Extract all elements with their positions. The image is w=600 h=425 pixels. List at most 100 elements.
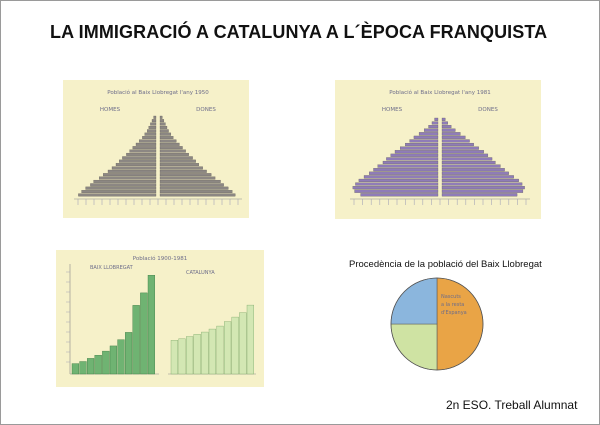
pyramid-bar-female [159, 186, 229, 190]
pyramid-bar-male [405, 142, 439, 147]
pyramid-bar-male [103, 173, 157, 177]
population-growth-chart: Població 1900-1981 BAIX LLOBREGAT CATALUNY… [56, 250, 264, 387]
growth-left-label: BAIX LLOBREGAT [90, 265, 134, 271]
pyramid-bar-female [441, 182, 523, 186]
pyramid-bar-female [441, 189, 524, 193]
pyramid-bar-female [159, 163, 199, 167]
pyramid-bar-female [159, 179, 221, 183]
pie-slice [390, 277, 438, 325]
pyramid-bar-female [159, 129, 169, 133]
growth-bar-catalunya [231, 316, 239, 375]
pie-annotation-line: a la resta [441, 302, 464, 308]
pyramid-bar-male [386, 157, 439, 161]
growth-bar-baix-llobregat [109, 345, 118, 375]
pyramid-bar-male [81, 190, 157, 194]
pyramid-bar-male [90, 183, 157, 187]
pyramid-bar-female [159, 169, 207, 173]
pyramid-bar-female [441, 142, 474, 147]
pyramid-bar-male [139, 139, 157, 143]
pyramid-heading: Població al Baix Llobregat l'any 1950 [107, 89, 209, 96]
growth-bar-catalunya [208, 328, 217, 375]
pyramid-bar-male [144, 132, 157, 136]
growth-figure: Població 1900-1981 BAIX LLOBREGAT CATALUNY… [66, 255, 256, 375]
pyramid-bar-male [418, 132, 439, 136]
pyramid-bar-female [159, 159, 196, 163]
pyramid-bar-male [142, 136, 157, 140]
pyramid-bar-male [354, 189, 439, 193]
pyramid-bar-male [126, 152, 157, 156]
growth-bar-baix-llobregat [124, 332, 133, 375]
growth-bar-catalunya [193, 334, 201, 375]
pyramid-bar-female [441, 146, 479, 150]
pyramid-bar-female [441, 157, 493, 161]
pyramid-bar-female [159, 176, 216, 180]
origin-pie-chart: Nascuts a la resta d'Espanya [390, 277, 484, 371]
pyramid-bar-female [159, 142, 180, 146]
pyramid-bar-female [441, 139, 470, 143]
pyramid-bar-male [151, 119, 157, 123]
pyramid-bar-female [441, 175, 514, 179]
pyramid-bar-female [441, 121, 448, 125]
pyramid-bar-female [441, 125, 452, 129]
pyramid-right-label: DONES [196, 107, 216, 113]
pie-outline [390, 277, 484, 371]
pyramid-bar-female [159, 156, 193, 160]
pyramid-bar-male [428, 125, 439, 129]
pyramid-bar-male [369, 171, 439, 175]
pyramid-1950-figure: Població al Baix Llobregat l'any 1950 HOM… [74, 89, 242, 205]
growth-bar-baix-llobregat [102, 350, 110, 375]
population-pyramid-1981: Població al Baix Llobregat l'any 1981 HOM… [335, 80, 541, 219]
pyramid-bar-female [159, 125, 168, 129]
pyramid-bar-female [159, 132, 172, 136]
pyramid-bar-female [441, 150, 484, 154]
growth-bar-catalunya [223, 321, 232, 375]
pyramid-bar-female [441, 153, 489, 157]
growth-bar-catalunya [178, 338, 186, 375]
growth-bar-baix-llobregat [94, 355, 102, 375]
growth-heading: Població 1900-1981 [133, 255, 188, 262]
pyramid-bar-female [159, 136, 174, 140]
pyramid-bar-male [424, 128, 439, 132]
growth-bar-baix-llobregat [117, 339, 125, 375]
pyramid-bar-male [390, 153, 439, 157]
pyramid-heading: Població al Baix Llobregat l'any 1981 [389, 89, 491, 96]
pyramid-bar-male [400, 146, 439, 150]
pyramid-bar-male [153, 115, 157, 119]
growth-bar-catalunya [201, 331, 209, 375]
growth-bar-catalunya [170, 340, 179, 375]
pyramid-bar-male [85, 186, 157, 190]
growth-bar-baix-llobregat [140, 292, 148, 375]
pie-annotation-line: d'Espanya [441, 310, 467, 316]
pyramid-bar-male [431, 121, 439, 125]
pyramid-bar-male [413, 135, 439, 139]
pyramid-left-label: HOMES [382, 107, 403, 113]
slide-title: LA IMMIGRACIÓ A CATALUNYA A L´ÈPOCA FRAN… [50, 22, 548, 42]
pyramid-bar-male [119, 159, 157, 163]
growth-bar-catalunya [216, 325, 224, 375]
pyramid-bar-male [363, 175, 439, 179]
growth-bar-baix-llobregat [71, 363, 80, 375]
pyramid-bar-female [441, 168, 505, 172]
pyramid-bar-male [99, 176, 157, 180]
growth-bar-catalunya [246, 304, 255, 375]
growth-bar-baix-llobregat [87, 358, 95, 375]
pyramid-bar-female [159, 149, 186, 153]
pyramid-bar-male [377, 164, 439, 168]
pyramid-bar-male [107, 169, 157, 173]
pyramid-bar-male [352, 186, 439, 190]
growth-bar-catalunya [185, 336, 194, 375]
pyramid-right-label: DONES [478, 107, 498, 113]
pyramid-bar-male [373, 168, 439, 172]
pyramid-bar-female [441, 164, 501, 168]
pyramid-bar-male [132, 146, 157, 150]
pyramid-bar-male [148, 125, 157, 129]
growth-right-label: CATALUNYA [186, 270, 215, 276]
pie-slice [390, 323, 438, 371]
pyramid-bar-female [159, 115, 163, 119]
pyramid-bar-female [441, 178, 519, 182]
growth-bar-baix-llobregat [79, 361, 87, 375]
pyramid-bar-male [129, 149, 157, 153]
pyramid-bar-male [434, 117, 439, 121]
pyramid-bar-female [441, 128, 456, 132]
pyramid-bar-female [159, 183, 224, 187]
